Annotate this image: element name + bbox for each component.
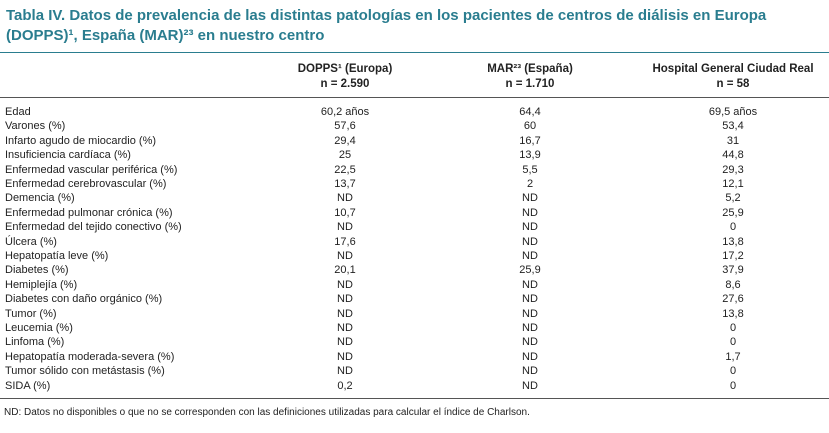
- cell-value: ND: [337, 192, 353, 205]
- cell-value: 64,4: [519, 106, 541, 118]
- cell-value: 44,8: [722, 149, 744, 162]
- row-label: Hepatopatía moderada-severa (%): [5, 350, 175, 363]
- cell-value: ND: [522, 278, 538, 291]
- column-header: Hospital General Ciudad Real: [652, 63, 814, 75]
- cell-value: ND: [337, 293, 353, 306]
- cell-value: ND: [522, 250, 538, 262]
- title: Tabla IV. Datos de prevalencia de las di…: [6, 7, 767, 24]
- cell-value: ND: [522, 206, 538, 219]
- cell-value: 13,8: [722, 235, 744, 248]
- row-label: Úlcera (%): [5, 235, 57, 248]
- cell-value: 57,6: [334, 120, 356, 133]
- cell-value: 25: [338, 149, 352, 162]
- cell-value: 37,9: [722, 264, 744, 277]
- row-label: Leucemia (%): [5, 322, 73, 334]
- title: (DOPPS)¹, España (MAR)²³ en nuestro cent…: [6, 27, 325, 44]
- cell-value: 12,1: [722, 178, 744, 190]
- column-n: n = 58: [716, 78, 750, 90]
- cell-value: ND: [337, 350, 353, 363]
- cell-value: ND: [522, 235, 538, 248]
- cell-value: ND: [337, 307, 353, 320]
- row-label: Enfermedad cerebrovascular (%): [5, 178, 167, 190]
- cell-value: 0: [729, 379, 737, 392]
- row-label: Linfoma (%): [5, 336, 65, 349]
- cell-value: 60,2 años: [320, 106, 370, 118]
- cell-value: 17,2: [722, 250, 744, 262]
- cell-value: 53,4: [722, 120, 744, 133]
- column-n: n = 1.710: [505, 78, 555, 90]
- cell-value: 69,5 años: [708, 106, 758, 118]
- cell-value: 13,8: [722, 307, 744, 320]
- cell-value: 0: [729, 322, 737, 334]
- cell-value: 20,1: [334, 264, 356, 277]
- rule: [0, 398, 829, 399]
- row-label: Hepatopatía leve (%): [5, 250, 109, 262]
- cell-value: 8,6: [725, 278, 741, 291]
- column-n: n = 2.590: [320, 78, 370, 90]
- row-label: SIDA (%): [5, 379, 51, 392]
- cell-value: 29,3: [722, 163, 744, 176]
- cell-value: 13,7: [334, 178, 356, 190]
- rule: [0, 52, 829, 53]
- cell-value: ND: [337, 336, 353, 349]
- cell-value: 27,6: [722, 293, 744, 306]
- row-label: Enfermedad del tejido conectivo (%): [5, 221, 182, 234]
- cell-value: 1,7: [725, 350, 741, 363]
- cell-value: 25,9: [519, 264, 541, 277]
- cell-value: ND: [337, 322, 353, 334]
- cell-value: ND: [522, 307, 538, 320]
- row-label: Demencia (%): [5, 192, 75, 205]
- cell-value: 0,2: [337, 379, 353, 392]
- cell-value: 13,9: [519, 149, 541, 162]
- cell-value: 29,4: [334, 134, 356, 147]
- cell-value: 17,6: [334, 235, 356, 248]
- cell-value: 25,9: [722, 206, 744, 219]
- row-label: Tumor sólido con metástasis (%): [5, 365, 165, 378]
- cell-value: 16,7: [519, 134, 541, 147]
- cell-value: ND: [522, 336, 538, 349]
- row-label: Tumor (%): [5, 307, 57, 320]
- cell-value: ND: [522, 365, 538, 378]
- cell-value: ND: [337, 278, 353, 291]
- cell-value: ND: [522, 350, 538, 363]
- row-label: Insuficiencia cardíaca (%): [5, 149, 131, 162]
- cell-value: 0: [729, 336, 737, 349]
- cell-value: 5,5: [522, 163, 538, 176]
- row-label: Infarto agudo de miocardio (%): [5, 134, 157, 147]
- cell-value: 0: [729, 365, 737, 378]
- cell-value: 5,2: [725, 192, 741, 205]
- row-label: Varones (%): [5, 120, 66, 133]
- cell-value: 0: [729, 221, 737, 234]
- cell-value: 2: [526, 178, 534, 190]
- footnote: ND: Datos no disponibles o que no se cor…: [4, 407, 530, 418]
- row-label: Edad: [5, 106, 31, 118]
- cell-value: 10,7: [334, 206, 356, 219]
- row-label: Hemiplejía (%): [5, 278, 78, 291]
- row-label: Enfermedad vascular periférica (%): [5, 163, 178, 176]
- cell-value: ND: [337, 250, 353, 262]
- column-header: DOPPS¹ (Europa): [297, 63, 393, 75]
- cell-value: ND: [522, 293, 538, 306]
- cell-value: ND: [337, 365, 353, 378]
- cell-value: ND: [522, 322, 538, 334]
- cell-value: ND: [522, 221, 538, 234]
- row-label: Enfermedad pulmonar crónica (%): [5, 206, 173, 219]
- cell-value: 31: [726, 134, 740, 147]
- cell-value: ND: [522, 192, 538, 205]
- row-label: Diabetes con daño orgánico (%): [5, 293, 163, 306]
- rule: [0, 97, 829, 98]
- row-label: Diabetes (%): [5, 264, 69, 277]
- cell-value: ND: [337, 221, 353, 234]
- column-header: MAR²³ (España): [487, 63, 573, 75]
- cell-value: ND: [522, 379, 538, 392]
- cell-value: 60: [523, 120, 537, 133]
- cell-value: 22,5: [334, 163, 356, 176]
